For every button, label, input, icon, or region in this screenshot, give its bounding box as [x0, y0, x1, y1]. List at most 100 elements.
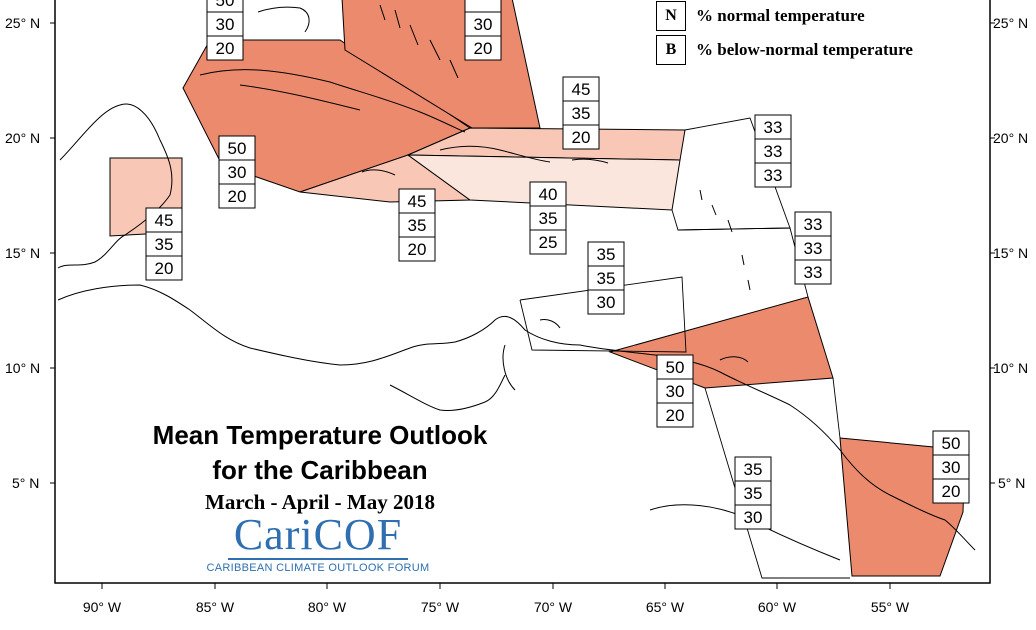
- prob-value: 20: [666, 406, 685, 425]
- legend-label-normal: % normal temperature: [696, 6, 865, 25]
- lat-tick: 5° N: [998, 475, 1025, 491]
- prob-box-windward-islands: 33 33 33: [794, 211, 832, 285]
- legend-label-below: % below-normal temperature: [696, 40, 913, 59]
- prob-cell: [656, 378, 694, 404]
- lon-tick: 90° W: [83, 599, 122, 615]
- prob-box-jamaica: 45 35 20: [398, 188, 436, 262]
- lat-tick: 10° N: [993, 360, 1028, 376]
- prob-cell: [794, 259, 832, 285]
- prob-cell: [734, 504, 772, 530]
- lat-axis-right: 25° N 20° N 15° N 10° N 5° N: [990, 15, 1028, 491]
- prob-box-suriname: 50 30 20: [932, 430, 970, 504]
- prob-cell: [218, 135, 256, 161]
- prob-cell: [464, 35, 502, 61]
- probability-boxes: 5030203020503020453520453520453520403525…: [145, 0, 970, 530]
- prob-value: 33: [764, 118, 783, 137]
- prob-cell: [398, 236, 436, 262]
- prob-value: 35: [744, 460, 763, 479]
- prob-value: 35: [744, 484, 763, 503]
- prob-box-guyana: 35 35 30: [734, 456, 772, 530]
- prob-cell: [587, 241, 625, 267]
- prob-value: 45: [155, 211, 174, 230]
- prob-value: 20: [408, 240, 427, 259]
- prob-value: 30: [474, 15, 493, 34]
- logo-wordmark: CariCOF: [227, 512, 409, 560]
- caricof-logo: CariCOF CARIBBEAN CLIMATE OUTLOOK FORUM: [200, 512, 436, 575]
- prob-cell: [529, 181, 567, 207]
- legend-key-below: B: [656, 35, 686, 65]
- map-title-line2: for the Caribbean: [212, 455, 428, 485]
- lon-tick: 75° W: [421, 599, 460, 615]
- prob-cell: [587, 289, 625, 315]
- prob-value: 35: [155, 235, 174, 254]
- prob-cell: [734, 456, 772, 482]
- lon-tick: 65° W: [646, 599, 685, 615]
- prob-value: 30: [666, 382, 685, 401]
- lat-tick: 15° N: [5, 245, 40, 261]
- prob-cell: [932, 478, 970, 504]
- prob-cell: [218, 159, 256, 185]
- prob-cell: [529, 229, 567, 255]
- prob-value: 33: [804, 263, 823, 282]
- prob-value: 35: [408, 216, 427, 235]
- prob-value: 25: [539, 233, 558, 252]
- prob-box-north-top-left: 50 30 20: [206, 0, 244, 61]
- prob-value: 35: [597, 245, 616, 264]
- prob-cell: [562, 76, 600, 102]
- prob-value: 20: [572, 128, 591, 147]
- prob-box-belize: 45 35 20: [145, 207, 183, 281]
- prob-cell: [218, 183, 256, 209]
- prob-cell: [206, 11, 244, 37]
- prob-value: 33: [764, 142, 783, 161]
- lat-axis-left: 25° N 20° N 15° N 10° N 5° N: [5, 15, 55, 491]
- lat-tick: 5° N: [12, 475, 39, 491]
- prob-cell: [794, 235, 832, 261]
- legend-key-normal: N: [656, 1, 686, 31]
- prob-value: 33: [764, 166, 783, 185]
- prob-value: 35: [572, 104, 591, 123]
- lon-tick: 70° W: [534, 599, 573, 615]
- prob-cell: [464, 11, 502, 37]
- prob-cell: [562, 124, 600, 150]
- lon-axis: 90° W 85° W 80° W 75° W 70° W 65° W 60° …: [83, 583, 910, 615]
- prob-value: 30: [597, 293, 616, 312]
- lon-tick: 85° W: [196, 599, 235, 615]
- prob-cell: [145, 255, 183, 281]
- prob-cell: [562, 100, 600, 126]
- prob-box-abc-islands: 35 35 30: [587, 241, 625, 315]
- prob-value: 50: [216, 0, 235, 10]
- lat-tick: 15° N: [993, 245, 1028, 261]
- prob-value: 35: [597, 269, 616, 288]
- forecast-period: March - April - May 2018: [205, 490, 435, 514]
- lat-tick: 25° N: [5, 15, 40, 31]
- prob-value: 30: [744, 508, 763, 527]
- lon-tick: 55° W: [871, 599, 910, 615]
- prob-value: 33: [804, 239, 823, 258]
- prob-value: 50: [666, 358, 685, 377]
- lon-tick: 60° W: [758, 599, 797, 615]
- prob-value: 40: [539, 185, 558, 204]
- lat-tick: 20° N: [993, 130, 1028, 146]
- prob-cell: [464, 0, 502, 13]
- prob-cell: [656, 402, 694, 428]
- lon-tick: 80° W: [308, 599, 347, 615]
- prob-value: 50: [942, 434, 961, 453]
- prob-value: 20: [474, 39, 493, 58]
- prob-value: 30: [216, 15, 235, 34]
- lat-tick: 25° N: [993, 15, 1028, 31]
- prob-value: 20: [228, 187, 247, 206]
- prob-value: 35: [539, 209, 558, 228]
- prob-box-cuba-west: 50 30 20: [218, 135, 256, 209]
- prob-box-leeward-islands: 33 33 33: [754, 114, 792, 188]
- prob-box-hispaniola: 45 35 20: [562, 76, 600, 150]
- prob-cell: [398, 188, 436, 214]
- lat-tick: 20° N: [5, 130, 40, 146]
- prob-cell: [794, 211, 832, 237]
- prob-value: 20: [216, 39, 235, 58]
- logo-tagline: CARIBBEAN CLIMATE OUTLOOK FORUM: [206, 562, 430, 574]
- prob-value: 45: [572, 80, 591, 99]
- prob-value: 50: [228, 139, 247, 158]
- prob-cell: [932, 430, 970, 456]
